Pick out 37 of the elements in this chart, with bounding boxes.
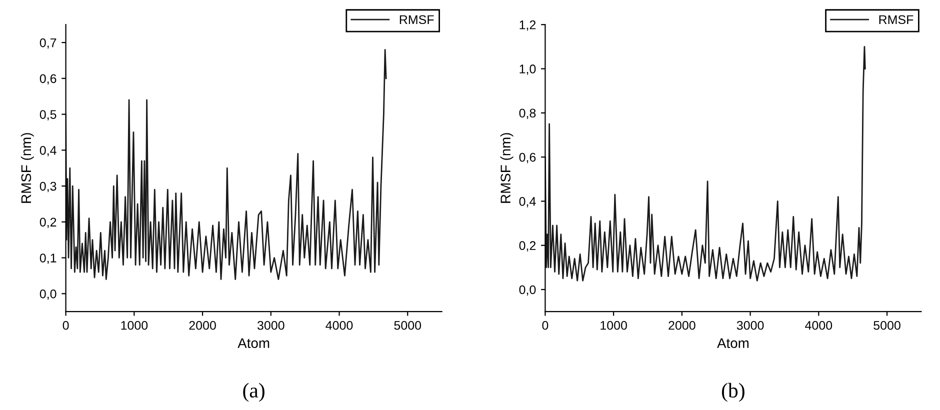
- y-tick-label: 0,0: [40, 289, 56, 300]
- y-tick-label: 0,1: [40, 254, 56, 264]
- x-tick-label: 2000: [189, 320, 216, 330]
- x-tick-label: 3000: [736, 320, 764, 330]
- x-tick-label: 0: [542, 320, 548, 330]
- y-tick-label: 0,4: [519, 197, 536, 208]
- x-tick-label: 2000: [668, 320, 696, 330]
- line-series: [66, 49, 387, 280]
- y-tick-label: 0,2: [519, 241, 536, 252]
- legend-label: RMSF: [400, 15, 434, 24]
- x-tick-label: 0: [62, 320, 69, 330]
- y-axis-title: RMSF (nm): [500, 133, 514, 203]
- x-tick-label: 4000: [326, 320, 353, 330]
- y-tick-label: 0,6: [40, 74, 56, 85]
- x-tick-label: 1000: [600, 320, 627, 330]
- y-axis-title: RMSF (nm): [20, 133, 34, 203]
- x-tick-label: 4000: [805, 320, 832, 330]
- text: (a): [243, 382, 264, 402]
- x-tick-label: 5000: [394, 320, 422, 330]
- y-tick-label: 1,0: [520, 64, 536, 75]
- y-tick-label: 1,2: [520, 20, 536, 31]
- legend-label: RMSF: [879, 15, 914, 24]
- y-tick-label: 0,7: [40, 38, 56, 49]
- y-tick-label: 0,0: [519, 285, 536, 296]
- y-tick-label: 0,8: [519, 108, 536, 120]
- y-tick-label: 0,2: [40, 218, 56, 228]
- x-axis-title: Atom: [717, 338, 748, 348]
- x-axis-title: Atom: [238, 338, 270, 348]
- y-tick-label: 0,6: [519, 152, 536, 164]
- x-tick-label: 1000: [121, 320, 148, 330]
- y-tick-label: 0,3: [40, 182, 56, 192]
- text: (b): [722, 382, 744, 402]
- y-tick-label: 0,4: [40, 146, 56, 156]
- line-series: [545, 46, 866, 282]
- x-tick-label: 3000: [257, 320, 284, 330]
- y-tick-label: 0,5: [40, 110, 56, 120]
- x-tick-label: 5000: [874, 320, 900, 330]
